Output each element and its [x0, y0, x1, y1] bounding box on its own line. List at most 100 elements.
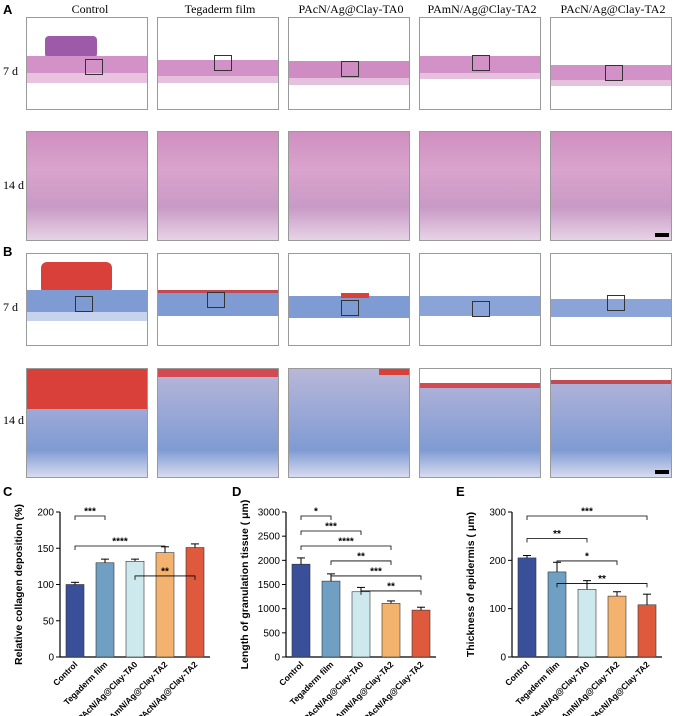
d-sig-label: **** [338, 536, 354, 547]
row-label-7d-he: 7 d [3, 64, 18, 78]
c-y-tick-label: 100 [37, 580, 54, 591]
micrograph-masson-14d-tegaderm [157, 368, 279, 478]
micrograph-he-14d-ta2 [550, 131, 672, 241]
c-sig-label: ** [161, 566, 169, 577]
c-y-tick-label: 0 [48, 653, 54, 664]
e-sig-label: ** [598, 574, 606, 585]
chart-epidermis: 0 100 200 300 Thickness of epidermis ( μm) Co… [465, 507, 662, 716]
inset-box [341, 61, 359, 77]
inset-box [75, 296, 93, 312]
c-sig-bracket [74, 515, 106, 520]
column-header-control: Control [71, 2, 109, 16]
micrograph-masson-14d-control [26, 368, 148, 478]
row-label-14d-he: 14 d [3, 178, 24, 192]
micrograph-masson-7d-tegaderm [157, 253, 279, 346]
e-sig-label: * [585, 551, 589, 562]
scale-bar [655, 233, 669, 237]
d-sig-bracket [300, 545, 392, 550]
e-bar-1 [547, 571, 567, 658]
c-y-label: Relative collagen deposition (%) [13, 504, 25, 665]
d-y-tick-label: 1000 [258, 604, 281, 615]
row-label-7d-masson: 7 d [3, 300, 18, 314]
e-y-tick-label: 200 [489, 556, 506, 567]
micrograph-masson-7d-ta0 [288, 253, 410, 346]
d-sig-label: ** [387, 581, 395, 592]
d-sig-bracket [330, 560, 392, 565]
chart-collagen: 0 50 100 150 200 Relative collagen deposition… [13, 504, 210, 716]
micrograph-he-14d-tegaderm [157, 131, 279, 241]
d-y-tick-label: 2500 [258, 532, 281, 543]
e-sig-bracket [526, 538, 588, 543]
d-sig-bracket [300, 515, 332, 520]
c-y-tick-label: 50 [43, 616, 55, 627]
panel-label-a: A [3, 2, 13, 17]
panel-label-e: E [456, 484, 465, 499]
d-sig-label: *** [325, 521, 337, 532]
d-bar-2 [351, 591, 371, 658]
micrograph-he-7d-tegaderm [157, 17, 279, 110]
panel-label-c: C [3, 484, 13, 499]
column-header-tegaderm: Tegaderm film [184, 2, 256, 16]
d-bar-1 [321, 580, 341, 658]
c-sig-label: *** [84, 507, 96, 518]
micrograph-he-7d-ta2 [550, 17, 672, 110]
c-bar-1 [95, 562, 115, 658]
e-bar-2 [577, 589, 597, 658]
micrograph-he-14d-control [26, 131, 148, 241]
e-y-tick-label: 100 [489, 604, 506, 615]
e-sig-bracket [526, 515, 648, 520]
e-bar-0 [517, 557, 537, 658]
inset-box [472, 55, 490, 71]
e-sig-label: *** [581, 507, 593, 518]
micrograph-he-7d-pamn [419, 17, 541, 110]
micrograph-he-7d-ta0 [288, 17, 410, 110]
micrograph-masson-7d-control [26, 253, 148, 346]
d-sig-label: ** [357, 551, 365, 562]
micrograph-he-14d-ta0 [288, 131, 410, 241]
d-y-label: Length of granulation tissue ( μm) [239, 500, 251, 670]
row-label-14d-masson: 14 d [3, 413, 24, 427]
e-sig-label: ** [553, 529, 561, 540]
d-y-tick-label: 3000 [258, 508, 281, 519]
c-bar-4 [185, 547, 205, 658]
e-sig-bracket [556, 560, 618, 565]
inset-box [85, 59, 103, 75]
e-bar-4 [637, 604, 657, 658]
inset-box [605, 65, 623, 81]
d-y-tick-label: 0 [274, 653, 280, 664]
column-header-ta2: PAcN/Ag@Clay-TA2 [560, 2, 666, 16]
e-sig-bracket [556, 583, 648, 588]
inset-box [472, 301, 490, 317]
c-sig-bracket [134, 575, 196, 580]
inset-box [341, 300, 359, 316]
column-header-pamn: PAmN/Ag@Clay-TA2 [427, 2, 537, 16]
panel-label-b: B [3, 244, 13, 259]
e-category-label: Control [503, 659, 531, 687]
c-bar-0 [65, 584, 85, 658]
d-sig-bracket [330, 575, 422, 580]
d-y-tick-label: 1500 [258, 580, 281, 591]
d-bar-3 [381, 603, 401, 658]
micrograph-masson-14d-pamn [419, 368, 541, 478]
panel-label-d: D [232, 484, 242, 499]
c-sig-label: **** [112, 536, 128, 547]
c-y-tick-label: 150 [37, 544, 54, 555]
d-sig-bracket [300, 530, 362, 535]
d-bar-0 [291, 563, 311, 658]
d-y-tick-label: 500 [263, 628, 280, 639]
c-sig-bracket [74, 545, 166, 550]
inset-box [607, 295, 625, 311]
e-y-label: Thickness of epidermis ( μm) [465, 512, 477, 657]
c-y-tick-label: 200 [37, 508, 54, 519]
e-bar-3 [607, 595, 627, 658]
d-category-label: Control [277, 659, 305, 687]
d-sig-label: * [314, 507, 318, 518]
chart-granulation: 0 500 1000 1500 2000 2500 3000 Length of granul… [239, 500, 436, 716]
micrograph-masson-7d-ta2 [550, 253, 672, 346]
micrograph-masson-7d-pamn [419, 253, 541, 346]
micrograph-masson-14d-ta2 [550, 368, 672, 478]
d-bar-4 [411, 609, 431, 658]
micrograph-he-14d-pamn [419, 131, 541, 241]
e-y-tick-label: 0 [500, 653, 506, 664]
c-category-label: Control [51, 659, 79, 687]
